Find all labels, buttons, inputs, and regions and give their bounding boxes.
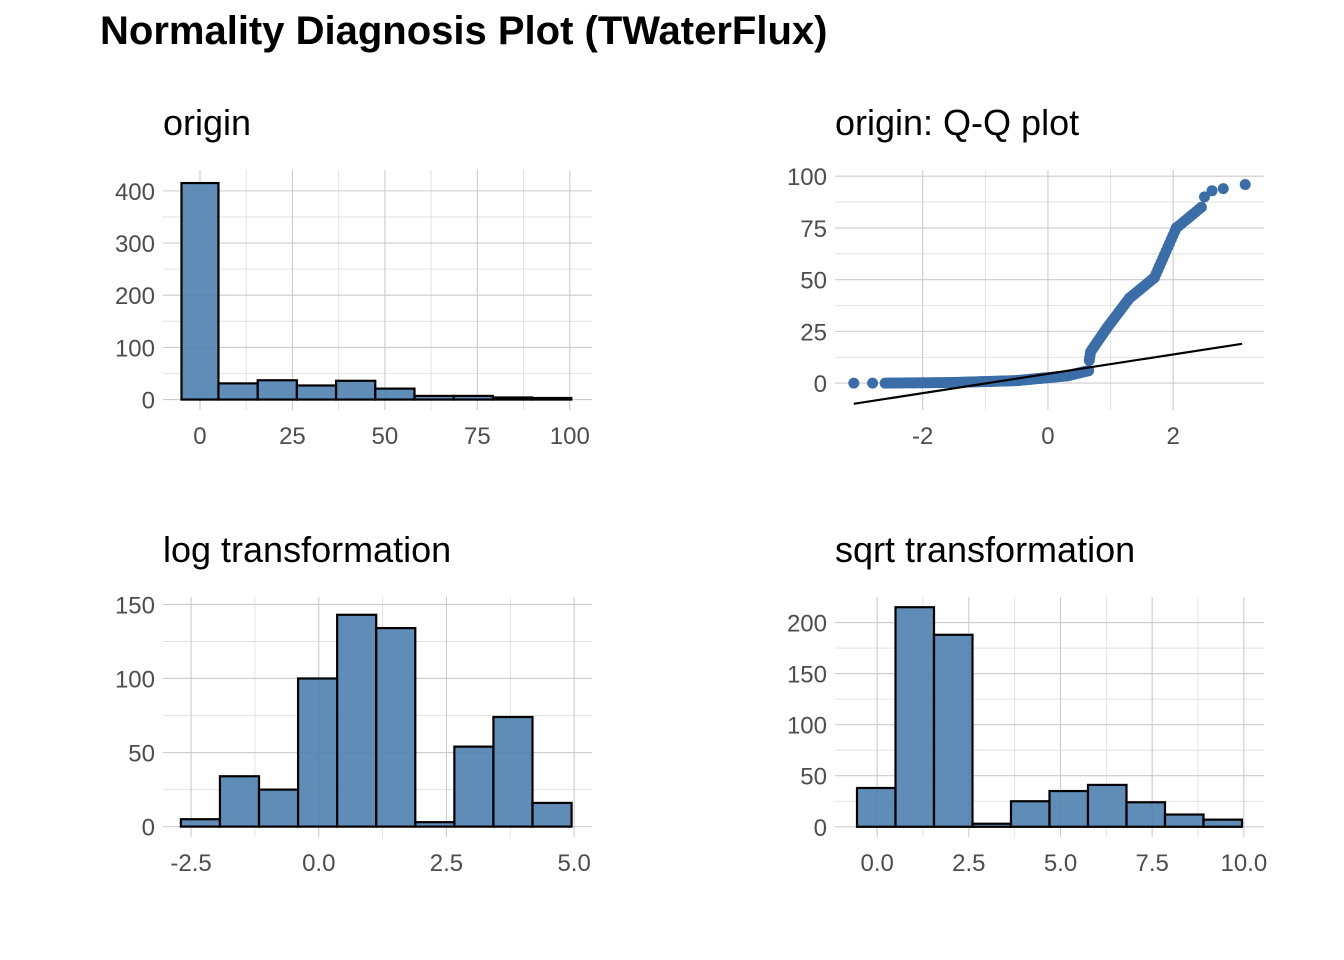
qq-point (867, 377, 879, 389)
y-tick-label: 75 (800, 216, 827, 243)
y-tick-label: 100 (787, 164, 827, 191)
figure-title: Normality Diagnosis Plot (TWaterFlux) (100, 9, 827, 53)
histogram-bar (336, 613, 378, 828)
qq-point (1217, 183, 1229, 195)
y-tick-label: 150 (787, 662, 827, 689)
x-tick-label: 10.0 (1220, 850, 1267, 877)
x-tick-label: 25 (279, 423, 306, 450)
histogram-bars (855, 606, 1244, 828)
histogram-bar (413, 394, 455, 401)
x-tick-label: 2 (1167, 423, 1180, 450)
histogram-bar (491, 396, 534, 401)
y-tick-label: 200 (115, 283, 155, 310)
y-tick-label: 50 (800, 268, 827, 295)
histogram-bar (218, 775, 261, 828)
y-tick-label: 200 (787, 611, 827, 638)
histogram-bar (374, 387, 416, 401)
x-tick-label: 2.5 (952, 850, 985, 877)
x-tick-label: 0 (1041, 423, 1054, 450)
x-tick-label: 7.5 (1135, 850, 1168, 877)
histogram-bars (180, 181, 573, 401)
y-tick-label: 400 (115, 179, 155, 206)
grid-lines (835, 170, 1264, 410)
y-tick-label: 0 (142, 388, 155, 415)
qq-point (1199, 191, 1211, 203)
histogram-bar (1125, 801, 1167, 828)
qq-point (1239, 178, 1251, 190)
histogram-bar (334, 379, 377, 401)
histogram-bar (180, 181, 220, 401)
histogram-bar (179, 818, 222, 828)
histogram-bar (932, 633, 974, 828)
qq-point (848, 377, 860, 389)
histogram-bar (296, 677, 339, 828)
histogram-bar (1009, 800, 1051, 828)
x-tick-label: -2.5 (170, 850, 211, 877)
qq-reference-line (853, 342, 1243, 405)
x-tick-label: -2 (912, 423, 933, 450)
histogram-bar (492, 715, 534, 828)
histogram-bar (295, 384, 338, 401)
x-tick-label: 5.0 (557, 850, 590, 877)
x-tick-label: 5.0 (1044, 850, 1077, 877)
histogram-bar (1163, 813, 1205, 828)
qq-point (1206, 185, 1218, 197)
y-tick-label: 300 (115, 231, 155, 258)
histogram-bar (971, 822, 1013, 828)
panel-origin-histogram: origin 0 25 50 75 100 0 100 200 300 400 (115, 102, 592, 450)
histogram-bar (375, 627, 417, 828)
grid-lines (163, 170, 592, 410)
panel-title: origin (163, 102, 251, 143)
histogram-bar (257, 788, 300, 828)
histogram-bar (531, 801, 573, 828)
histogram-bars (179, 613, 573, 828)
x-tick-label: 100 (550, 423, 590, 450)
y-tick-label: 50 (128, 741, 155, 768)
panel-origin-qq-plot: origin: Q-Q plot -2 0 2 0 25 50 75 100 (787, 102, 1264, 450)
histogram-bar (1086, 783, 1128, 828)
histogram-bar (217, 382, 259, 401)
y-tick-label: 100 (115, 666, 155, 693)
histogram-bar (1202, 818, 1244, 828)
panel-sqrt-histogram: sqrt transformation 0.0 2.5 5.0 7.5 10.0 0 50 10… (787, 529, 1267, 877)
x-tick-label: 0 (193, 423, 206, 450)
histogram-bar (452, 394, 494, 401)
panel-title: sqrt transformation (835, 529, 1135, 570)
y-tick-label: 0 (814, 815, 827, 842)
y-tick-label: 25 (800, 319, 827, 346)
histogram-bar (894, 606, 936, 828)
panel-log-histogram: log transformation -2.5 0.0 2.5 5.0 0 50 100 150 (115, 529, 592, 877)
y-tick-label: 100 (787, 713, 827, 740)
y-tick-label: 50 (800, 764, 827, 791)
x-tick-label: 0.0 (302, 850, 335, 877)
histogram-bar (453, 745, 495, 828)
histogram-bar (530, 396, 573, 401)
x-tick-label: 75 (464, 423, 491, 450)
y-tick-label: 0 (814, 371, 827, 398)
y-tick-label: 150 (115, 592, 155, 619)
histogram-bar (855, 786, 897, 828)
histogram-bar (1048, 789, 1090, 828)
y-tick-label: 100 (115, 335, 155, 362)
histogram-bar (414, 821, 456, 828)
x-tick-label: 50 (372, 423, 399, 450)
x-tick-label: 0.0 (860, 850, 893, 877)
panel-title: log transformation (163, 529, 451, 570)
panel-title: origin: Q-Q plot (835, 102, 1079, 143)
qq-point (1195, 201, 1207, 213)
y-tick-label: 0 (142, 815, 155, 842)
x-tick-label: 2.5 (430, 850, 463, 877)
histogram-bar (256, 379, 298, 401)
